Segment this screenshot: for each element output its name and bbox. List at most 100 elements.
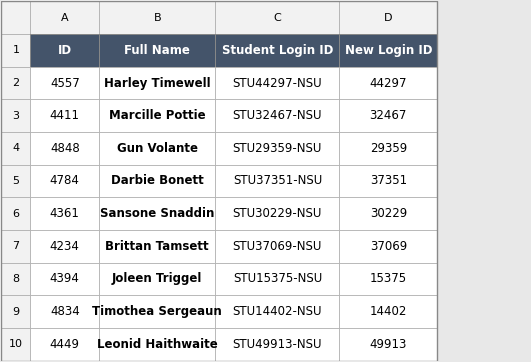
Text: Gun Volante: Gun Volante bbox=[117, 142, 198, 155]
Text: Student Login ID: Student Login ID bbox=[222, 44, 333, 57]
Bar bbox=[339, 165, 437, 197]
Bar bbox=[2, 99, 30, 132]
Bar bbox=[99, 230, 215, 263]
Bar bbox=[2, 295, 30, 328]
Bar bbox=[215, 230, 339, 263]
Bar bbox=[30, 67, 99, 99]
Bar bbox=[215, 67, 339, 99]
Text: 4848: 4848 bbox=[50, 142, 80, 155]
Text: 2: 2 bbox=[12, 78, 20, 88]
Bar bbox=[339, 67, 437, 99]
Text: 4449: 4449 bbox=[50, 338, 80, 351]
Text: STU49913-NSU: STU49913-NSU bbox=[233, 338, 322, 351]
Bar bbox=[215, 295, 339, 328]
Bar bbox=[339, 295, 437, 328]
Bar bbox=[215, 197, 339, 230]
Bar bbox=[99, 99, 215, 132]
Bar bbox=[215, 34, 339, 67]
Bar bbox=[215, 263, 339, 295]
Text: 37351: 37351 bbox=[370, 174, 407, 188]
Text: 37069: 37069 bbox=[370, 240, 407, 253]
Text: 4234: 4234 bbox=[50, 240, 80, 253]
Text: 32467: 32467 bbox=[370, 109, 407, 122]
Bar bbox=[99, 165, 215, 197]
Text: 4834: 4834 bbox=[50, 305, 80, 318]
Bar bbox=[30, 295, 99, 328]
Text: Sansone Snaddin: Sansone Snaddin bbox=[100, 207, 215, 220]
Text: Brittan Tamsett: Brittan Tamsett bbox=[105, 240, 209, 253]
Text: B: B bbox=[153, 13, 161, 23]
Bar bbox=[215, 1, 339, 34]
Text: 10: 10 bbox=[9, 339, 23, 349]
Text: 29359: 29359 bbox=[370, 142, 407, 155]
Bar bbox=[99, 67, 215, 99]
Text: 3: 3 bbox=[12, 111, 20, 121]
Text: Timothea Sergeaun: Timothea Sergeaun bbox=[92, 305, 222, 318]
Text: 4557: 4557 bbox=[50, 76, 80, 89]
Text: 9: 9 bbox=[12, 307, 20, 317]
Bar bbox=[99, 132, 215, 165]
Text: Marcille Pottie: Marcille Pottie bbox=[109, 109, 205, 122]
Text: 14402: 14402 bbox=[370, 305, 407, 318]
Text: 4394: 4394 bbox=[50, 273, 80, 286]
Bar bbox=[215, 165, 339, 197]
Bar bbox=[215, 328, 339, 361]
Text: 7: 7 bbox=[12, 241, 20, 251]
Bar bbox=[99, 197, 215, 230]
Text: New Login ID: New Login ID bbox=[345, 44, 432, 57]
Text: 49913: 49913 bbox=[370, 338, 407, 351]
Bar bbox=[215, 132, 339, 165]
Bar bbox=[339, 197, 437, 230]
Text: ID: ID bbox=[58, 44, 72, 57]
Text: Leonid Haithwaite: Leonid Haithwaite bbox=[97, 338, 218, 351]
Text: D: D bbox=[384, 13, 392, 23]
Bar bbox=[30, 197, 99, 230]
Text: A: A bbox=[61, 13, 68, 23]
Bar bbox=[99, 1, 215, 34]
Bar bbox=[339, 263, 437, 295]
Text: STU32467-NSU: STU32467-NSU bbox=[233, 109, 322, 122]
Text: STU15375-NSU: STU15375-NSU bbox=[233, 273, 322, 286]
Text: STU29359-NSU: STU29359-NSU bbox=[233, 142, 322, 155]
Text: 30229: 30229 bbox=[370, 207, 407, 220]
Text: STU14402-NSU: STU14402-NSU bbox=[233, 305, 322, 318]
Bar bbox=[339, 34, 437, 67]
Bar bbox=[99, 328, 215, 361]
Bar bbox=[99, 295, 215, 328]
Text: STU37069-NSU: STU37069-NSU bbox=[233, 240, 322, 253]
Bar bbox=[339, 230, 437, 263]
Bar bbox=[30, 165, 99, 197]
Text: 1: 1 bbox=[12, 45, 20, 55]
Bar bbox=[2, 263, 30, 295]
Text: C: C bbox=[273, 13, 281, 23]
Bar bbox=[2, 67, 30, 99]
Bar bbox=[2, 1, 437, 361]
Text: 8: 8 bbox=[12, 274, 20, 284]
Text: STU30229-NSU: STU30229-NSU bbox=[233, 207, 322, 220]
Bar bbox=[2, 230, 30, 263]
Bar bbox=[339, 328, 437, 361]
Bar bbox=[2, 197, 30, 230]
Bar bbox=[30, 328, 99, 361]
Bar bbox=[30, 132, 99, 165]
Bar bbox=[339, 1, 437, 34]
Bar bbox=[30, 99, 99, 132]
Bar bbox=[2, 1, 30, 34]
Bar bbox=[339, 99, 437, 132]
Bar bbox=[2, 34, 30, 67]
Bar bbox=[215, 99, 339, 132]
Bar bbox=[99, 34, 215, 67]
Text: STU44297-NSU: STU44297-NSU bbox=[233, 76, 322, 89]
Text: 15375: 15375 bbox=[370, 273, 407, 286]
Text: 4411: 4411 bbox=[50, 109, 80, 122]
Bar bbox=[2, 328, 30, 361]
Text: Full Name: Full Name bbox=[124, 44, 190, 57]
Text: 44297: 44297 bbox=[370, 76, 407, 89]
Text: Darbie Bonett: Darbie Bonett bbox=[111, 174, 203, 188]
Bar bbox=[99, 263, 215, 295]
Text: 4784: 4784 bbox=[50, 174, 80, 188]
Text: 4361: 4361 bbox=[50, 207, 80, 220]
Text: STU37351-NSU: STU37351-NSU bbox=[233, 174, 322, 188]
Text: 6: 6 bbox=[12, 209, 20, 219]
Bar bbox=[30, 263, 99, 295]
